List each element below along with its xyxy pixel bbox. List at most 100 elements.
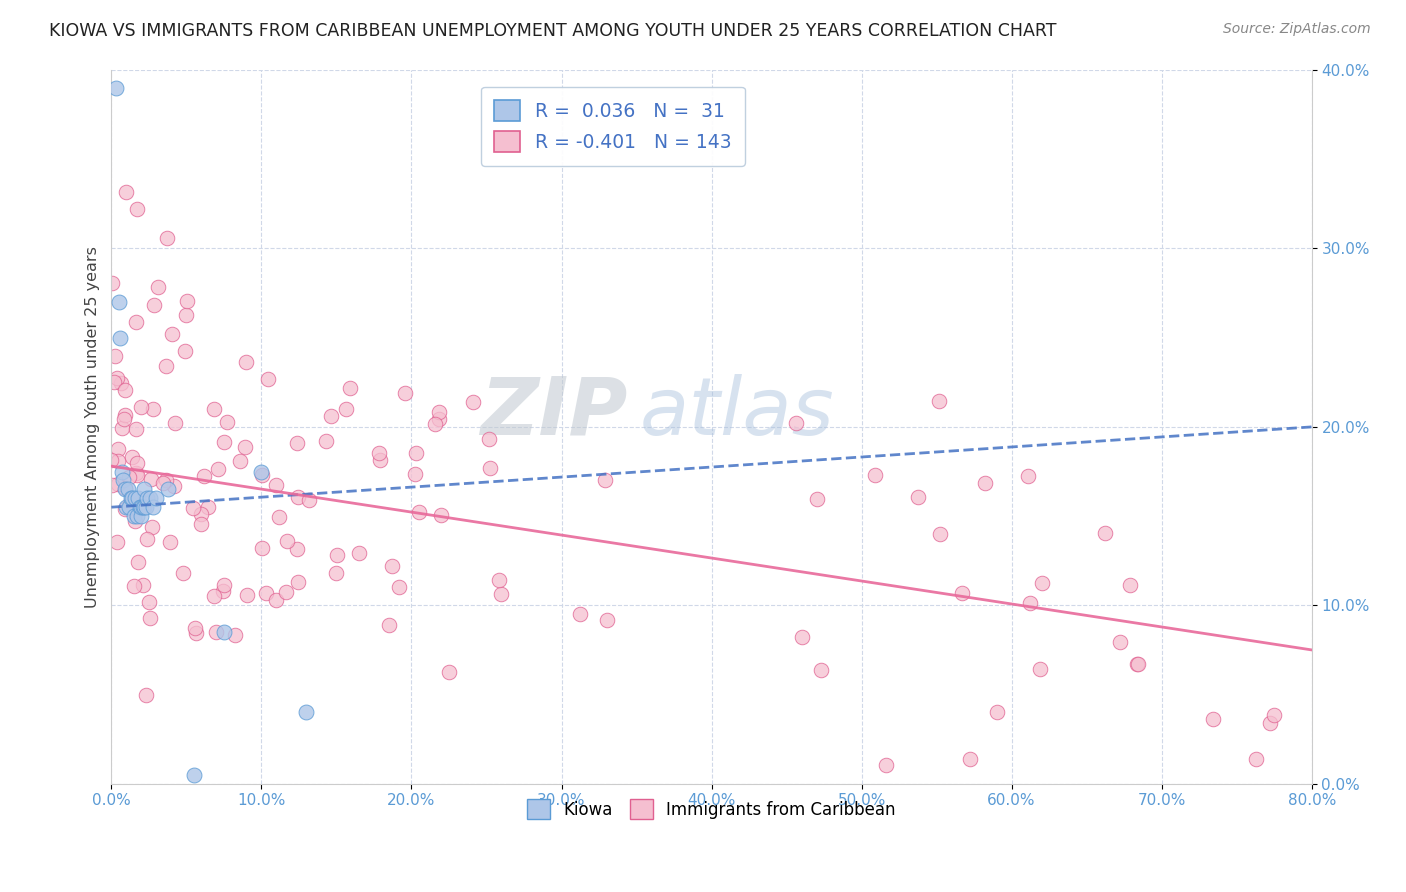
Point <box>125 315 148 329</box>
Y-axis label: Unemployment Among Youth under 25 years: Unemployment Among Youth under 25 years <box>86 246 100 607</box>
Point <box>141 520 163 534</box>
Point <box>928 526 950 541</box>
Point <box>114 408 136 422</box>
Point <box>267 509 290 524</box>
Point <box>141 472 163 486</box>
Point <box>212 578 235 592</box>
Point <box>1118 578 1140 592</box>
Point <box>875 758 897 772</box>
Point <box>193 468 215 483</box>
Point <box>176 293 198 308</box>
Point <box>131 500 153 515</box>
Point <box>806 491 828 506</box>
Point <box>148 279 170 293</box>
Point <box>139 611 162 625</box>
Point <box>326 548 349 562</box>
Point <box>595 473 617 487</box>
Point <box>381 559 404 574</box>
Point <box>250 465 273 479</box>
Point <box>214 434 236 449</box>
Point <box>121 450 143 464</box>
Point <box>114 481 136 495</box>
Point <box>1126 657 1149 671</box>
Point <box>236 588 259 602</box>
Point <box>368 446 391 460</box>
Point <box>276 533 298 548</box>
Point <box>315 434 337 448</box>
Point <box>120 491 142 506</box>
Point <box>429 508 451 522</box>
Point <box>235 355 257 369</box>
Point <box>112 411 135 425</box>
Point <box>959 752 981 766</box>
Point <box>181 501 204 516</box>
Point <box>107 476 129 491</box>
Text: Source: ZipAtlas.com: Source: ZipAtlas.com <box>1223 22 1371 37</box>
Point <box>1017 469 1039 483</box>
Point <box>155 473 177 487</box>
Point <box>173 343 195 358</box>
Point <box>229 454 252 468</box>
Point <box>157 483 180 497</box>
Point <box>162 479 184 493</box>
Point <box>125 422 148 436</box>
Point <box>295 706 318 720</box>
Point <box>135 533 157 547</box>
Point <box>287 575 309 590</box>
Point <box>197 500 219 514</box>
Point <box>138 594 160 608</box>
Point <box>125 202 148 217</box>
Point <box>1246 752 1268 766</box>
Point <box>107 442 129 456</box>
Point <box>135 500 157 515</box>
Point <box>257 372 280 386</box>
Legend: Kiowa, Immigrants from Caribbean: Kiowa, Immigrants from Caribbean <box>520 793 903 825</box>
Point <box>105 534 128 549</box>
Point <box>215 415 238 429</box>
Point <box>224 628 246 642</box>
Point <box>202 402 225 417</box>
Point <box>378 618 401 632</box>
Point <box>110 421 132 435</box>
Point <box>145 491 167 506</box>
Point <box>405 446 427 460</box>
Point <box>132 500 155 515</box>
Point <box>127 491 149 506</box>
Point <box>264 593 287 607</box>
Point <box>569 607 592 621</box>
Point <box>1031 576 1053 591</box>
Text: atlas: atlas <box>640 374 834 451</box>
Point <box>928 393 950 408</box>
Point <box>1094 526 1116 541</box>
Point <box>974 475 997 490</box>
Point <box>427 405 450 419</box>
Point <box>489 587 512 601</box>
Point <box>810 663 832 677</box>
Point <box>1126 657 1149 671</box>
Point <box>285 436 308 450</box>
Point <box>114 383 136 397</box>
Point <box>252 468 274 483</box>
Point <box>785 416 807 430</box>
Point <box>274 585 297 599</box>
Point <box>129 500 152 515</box>
Point <box>298 493 321 508</box>
Point <box>1263 707 1285 722</box>
Point <box>111 465 134 479</box>
Point <box>461 394 484 409</box>
Point <box>1029 662 1052 676</box>
Point <box>103 375 125 389</box>
Point <box>1258 716 1281 731</box>
Point <box>108 295 131 310</box>
Point <box>125 467 148 481</box>
Point <box>100 452 122 467</box>
Point <box>254 585 277 599</box>
Point <box>131 509 153 524</box>
Point <box>368 452 391 467</box>
Point <box>127 502 149 516</box>
Point <box>115 186 138 200</box>
Point <box>202 590 225 604</box>
Point <box>165 417 187 431</box>
Point <box>135 688 157 702</box>
Point <box>204 625 226 640</box>
